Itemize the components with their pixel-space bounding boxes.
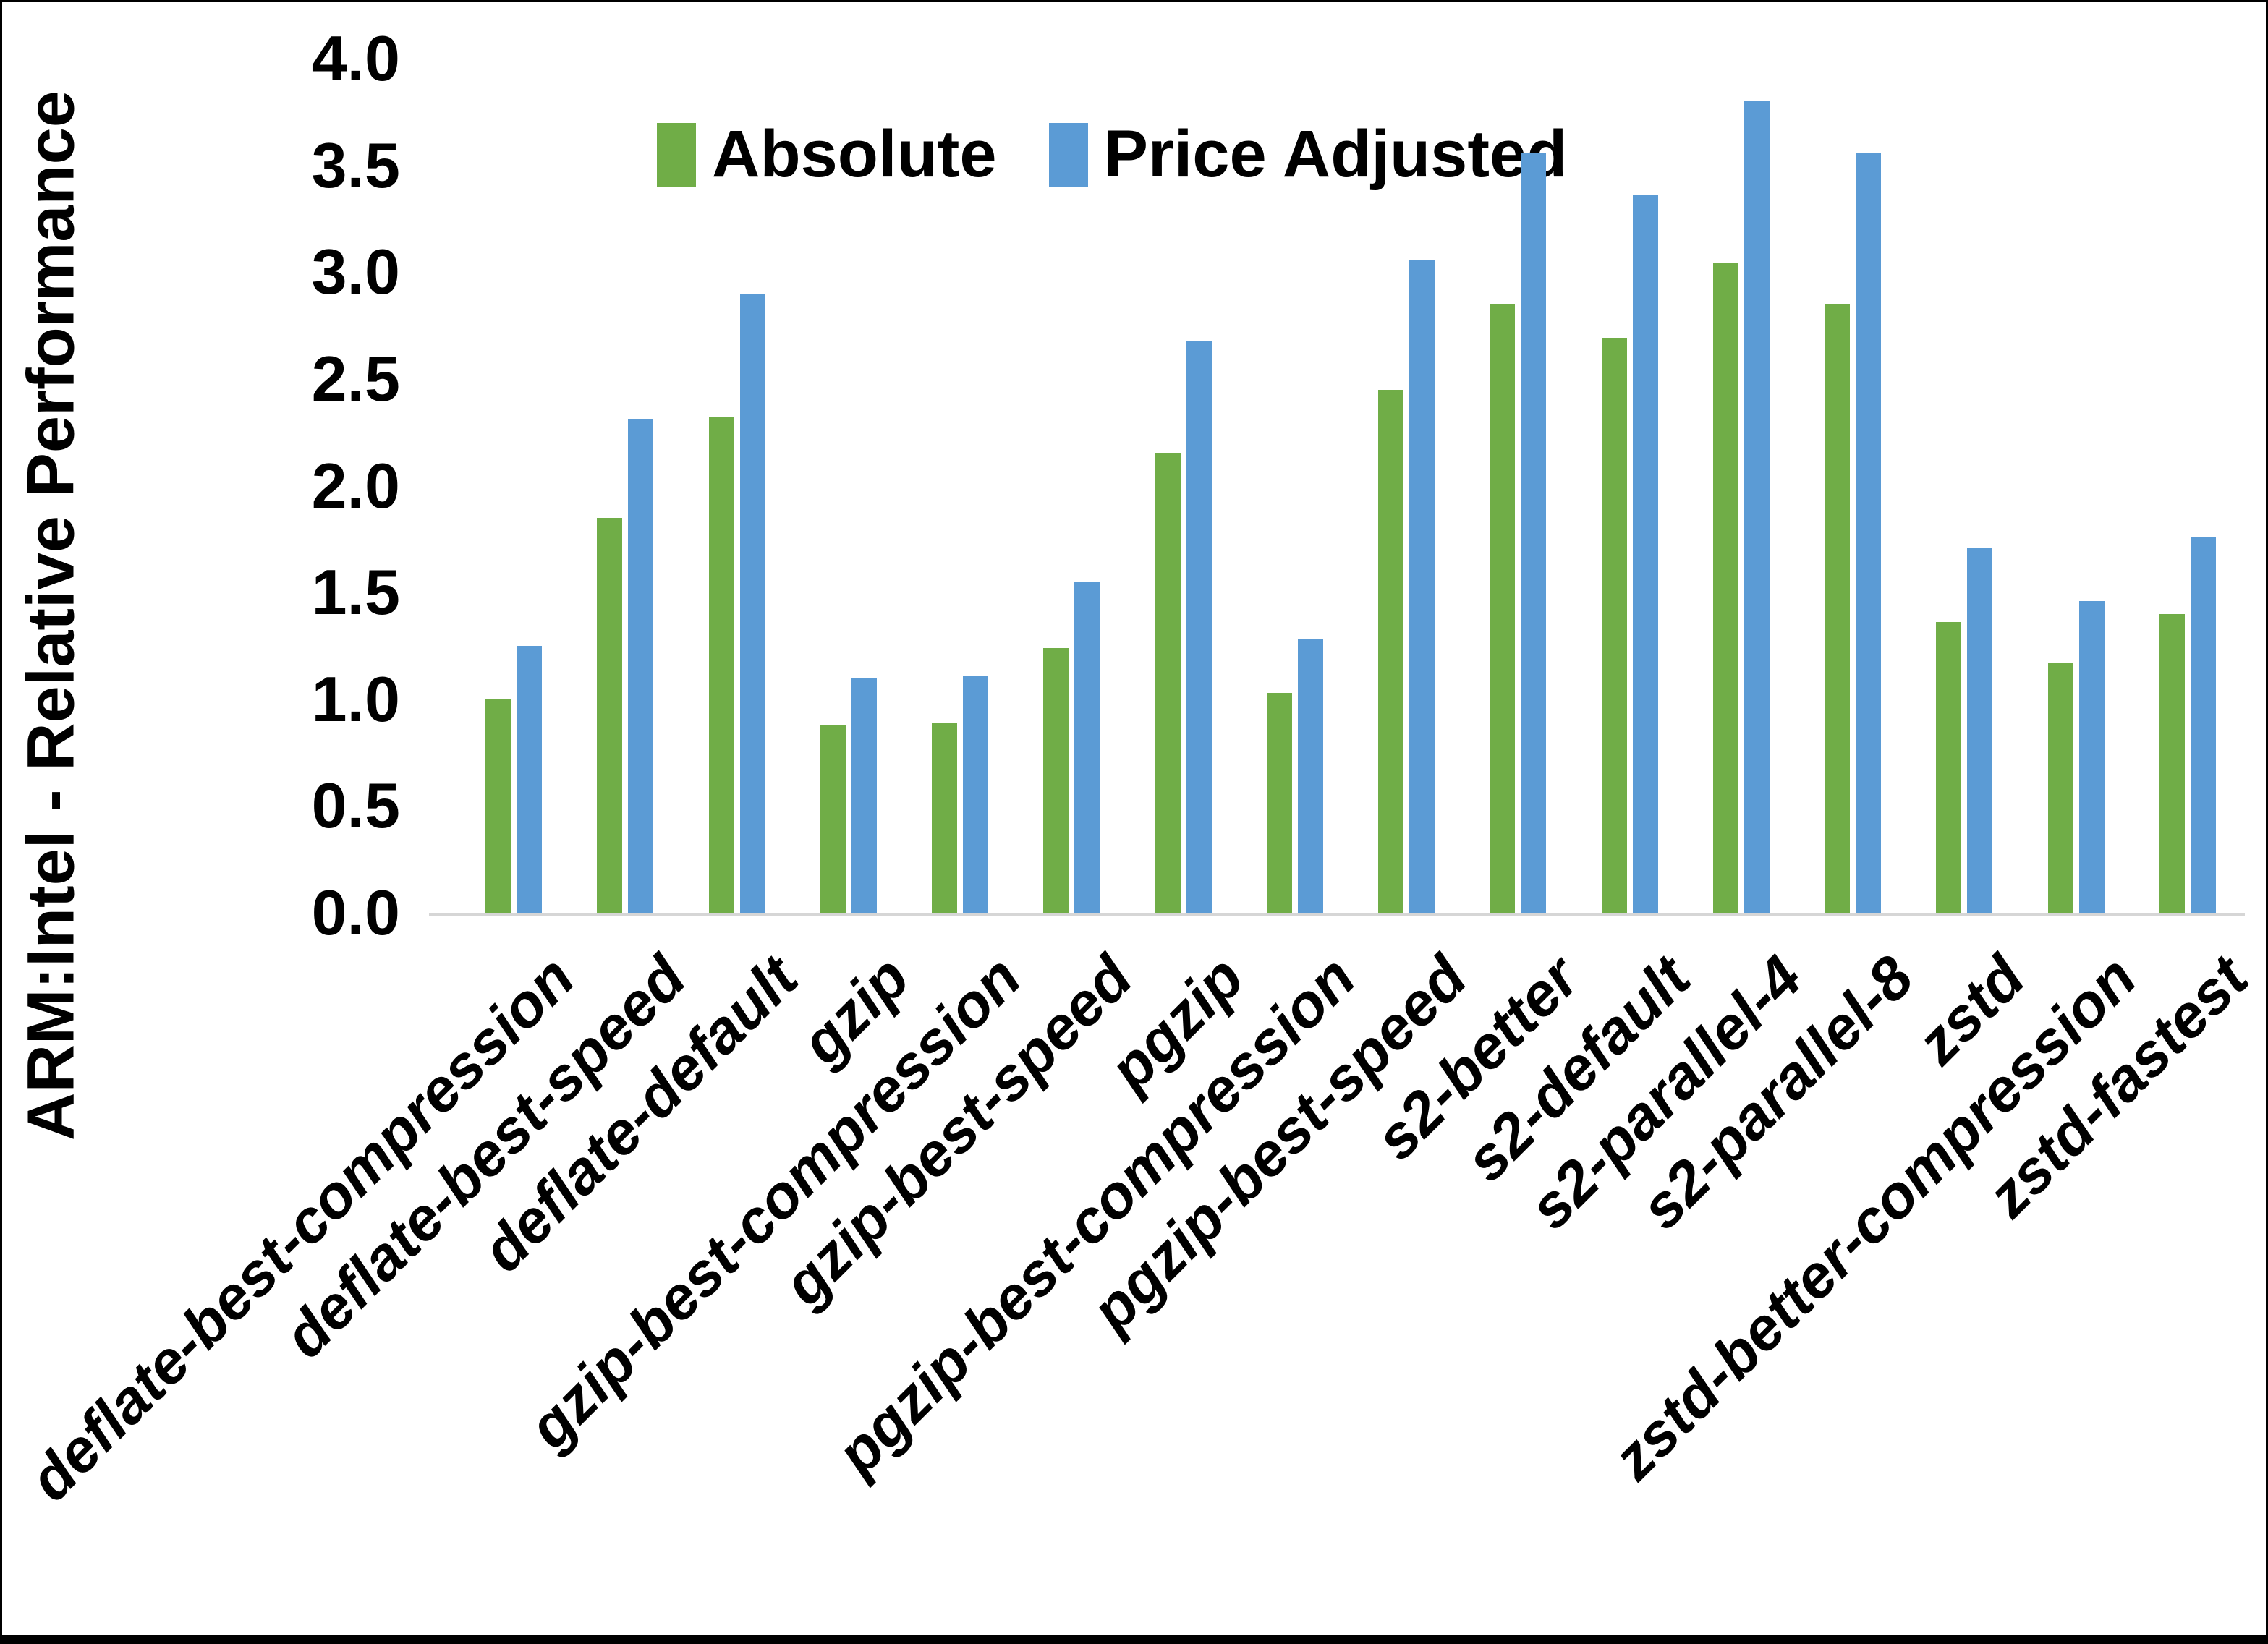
bar-price-adjusted-deflate-default — [740, 294, 765, 913]
legend-label-absolute: Absolute — [712, 117, 997, 191]
bar-absolute-deflate-best-speed — [597, 518, 622, 913]
y-tick-label-3.0: 3.0 — [311, 236, 400, 308]
legend-item-price-adjusted: Price Adjusted — [1048, 116, 1568, 192]
x-axis-line — [429, 913, 2245, 916]
bar-price-adjusted-deflate-best-speed — [628, 419, 653, 913]
y-tick-label-4.0: 4.0 — [311, 22, 400, 94]
legend-swatch-absolute-icon — [657, 122, 696, 187]
bar-absolute-gzip-best-compression — [932, 723, 957, 913]
bar-absolute-deflate-default — [709, 417, 734, 913]
y-tick-label-0.0: 0.0 — [311, 877, 400, 948]
bar-price-adjusted-zstd — [1967, 548, 1992, 913]
bar-price-adjusted-s2-parallel-8 — [1856, 153, 1881, 913]
bar-price-adjusted-gzip-best-speed — [1074, 582, 1100, 913]
y-axis-title: ARM:Intel - Relative Performance — [14, 90, 88, 1141]
bar-price-adjusted-pgzip-best-compression — [1298, 639, 1323, 913]
bar-price-adjusted-s2-better — [1521, 153, 1546, 913]
bar-price-adjusted-zstd-better-compression — [2079, 601, 2105, 913]
bar-price-adjusted-s2-parallel-4 — [1744, 101, 1770, 913]
bar-price-adjusted-s2-default — [1633, 195, 1658, 913]
bar-price-adjusted-gzip — [851, 678, 877, 913]
bar-absolute-zstd-better-compression — [2048, 663, 2073, 913]
bar-absolute-deflate-best-compression — [485, 699, 511, 913]
bar-absolute-s2-better — [1490, 304, 1515, 913]
bar-absolute-s2-default — [1602, 338, 1627, 913]
y-tick-label-0.5: 0.5 — [311, 770, 400, 842]
bar-absolute-gzip — [820, 725, 846, 913]
y-tick-label-1.0: 1.0 — [311, 663, 400, 735]
bar-price-adjusted-pgzip-best-speed — [1409, 260, 1435, 913]
bar-absolute-zstd-fastest — [2159, 614, 2185, 913]
bar-price-adjusted-deflate-best-compression — [517, 646, 542, 913]
bar-absolute-s2-parallel-8 — [1825, 304, 1850, 913]
y-tick-label-1.5: 1.5 — [311, 556, 400, 629]
bar-price-adjusted-gzip-best-compression — [963, 676, 988, 913]
legend-item-absolute: Absolute — [657, 116, 997, 192]
legend-label-price-adjusted: Price Adjusted — [1103, 117, 1568, 191]
y-tick-label-2.5: 2.5 — [311, 342, 400, 414]
bar-absolute-gzip-best-speed — [1043, 648, 1069, 913]
bar-price-adjusted-pgzip — [1186, 341, 1212, 913]
legend-swatch-price-adjusted-icon — [1048, 122, 1088, 187]
bar-absolute-s2-parallel-4 — [1713, 263, 1738, 913]
y-tick-label-3.5: 3.5 — [311, 129, 400, 201]
bar-absolute-pgzip — [1155, 453, 1181, 913]
legend: Absolute Price Adjusted — [657, 116, 1567, 192]
y-tick-label-2.0: 2.0 — [311, 449, 400, 521]
bar-absolute-zstd — [1936, 622, 1961, 913]
bar-absolute-pgzip-best-compression — [1267, 693, 1292, 913]
bar-price-adjusted-zstd-fastest — [2191, 537, 2216, 913]
bar-absolute-pgzip-best-speed — [1378, 390, 1403, 913]
